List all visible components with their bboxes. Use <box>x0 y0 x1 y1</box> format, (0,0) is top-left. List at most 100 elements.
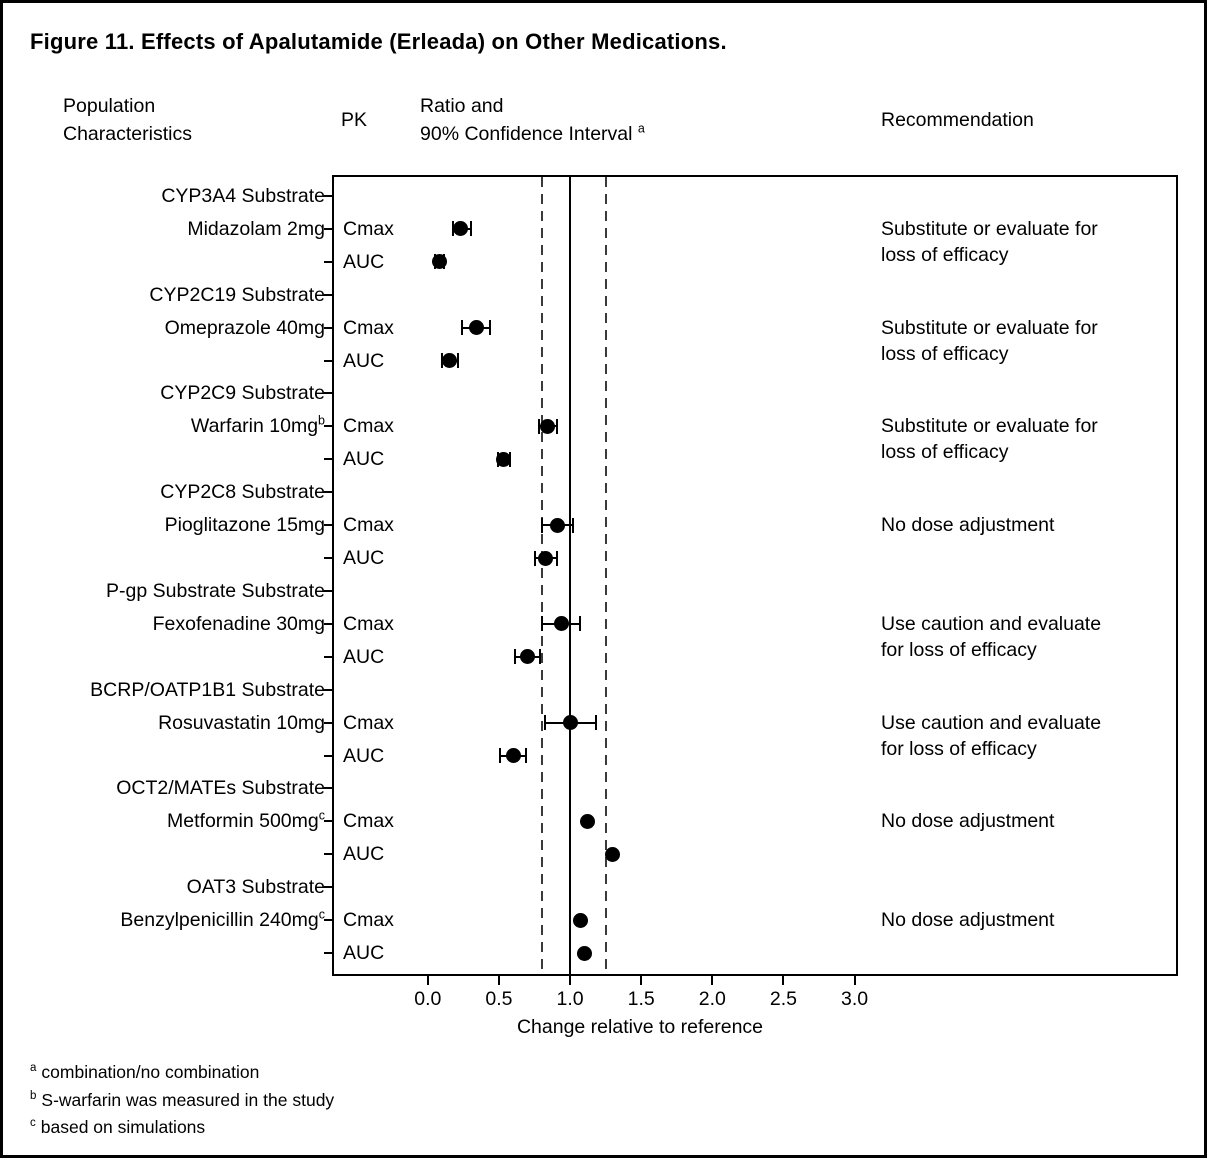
footnote-c-text: based on simulations <box>40 1117 206 1137</box>
pk-label: AUC <box>343 843 385 866</box>
category-row-label: OAT3 Substrate <box>186 876 325 899</box>
pk-label: AUC <box>343 349 385 372</box>
x-axis-tick-label: 2.5 <box>769 988 797 1010</box>
confidence-interval-cap-low <box>533 550 536 566</box>
footnote-marker-b: b <box>318 413 325 428</box>
figure-title: Figure 11. Effects of Apalutamide (Erlea… <box>30 29 727 54</box>
y-axis-tick <box>324 557 332 560</box>
x-axis-title: Change relative to reference <box>516 1016 764 1038</box>
y-axis-tick <box>324 886 332 889</box>
recommendation-text: Use caution and evaluate for loss of eff… <box>881 711 1102 760</box>
footnotes: a combination/no combination b S-warfarin … <box>30 1059 334 1142</box>
y-axis-tick <box>324 919 332 922</box>
footnote-a: a combination/no combination <box>30 1059 334 1087</box>
drug-row-label: Warfarin 10mgb <box>190 413 325 438</box>
data-point <box>441 353 457 369</box>
pk-label: Cmax <box>343 711 394 734</box>
pk-label: Cmax <box>343 909 394 932</box>
category-row-label: CYP2C9 Substrate <box>160 382 325 405</box>
confidence-interval-cap-high <box>489 320 492 336</box>
footnote-a-text: combination/no combination <box>41 1062 260 1082</box>
pk-label: AUC <box>343 942 385 964</box>
y-axis-tick <box>324 952 332 954</box>
data-point <box>495 451 511 467</box>
recommendation-text: No dose adjustment <box>881 810 1055 833</box>
reference-line-dashed <box>604 177 607 974</box>
drug-row-label: Omeprazole 40mg <box>164 316 325 339</box>
x-axis-tick <box>853 976 856 985</box>
footnote-a-marker: a <box>30 1062 37 1075</box>
column-header-population: Population Characteristics <box>63 93 192 148</box>
category-row-label: CYP2C8 Substrate <box>160 481 325 504</box>
pk-label: Cmax <box>343 810 394 833</box>
confidence-interval-cap-high <box>579 616 582 632</box>
data-point <box>539 418 555 434</box>
y-axis-tick <box>324 820 332 823</box>
pk-label: Cmax <box>343 316 394 339</box>
drug-row-label: Midazolam 2mg <box>187 217 325 240</box>
y-axis-tick <box>324 359 332 362</box>
data-point <box>538 550 554 566</box>
column-header-ratio-line2: 90% Confidence Interval a <box>420 121 645 145</box>
plot-area: Cmax Substitute or evaluate for loss of e… <box>332 175 1178 976</box>
footnote-c: c based on simulations <box>30 1114 334 1142</box>
x-axis-tick <box>640 976 643 985</box>
category-row-label: BCRP/OATP1B1 Substrate <box>90 678 325 701</box>
x-axis-tick <box>711 976 714 985</box>
x-axis-tick-label: 2.0 <box>698 988 726 1010</box>
y-axis-tick <box>324 853 332 856</box>
data-point <box>453 221 469 237</box>
column-header-ratio-line1: Ratio and <box>420 95 504 117</box>
x-axis-tick <box>426 976 429 985</box>
x-axis-tick-label: 0.0 <box>414 988 442 1010</box>
category-row-label: P-gp Substrate Substrate <box>106 579 325 602</box>
column-header-population-line2: Characteristics <box>63 122 192 145</box>
y-axis-tick <box>324 392 332 395</box>
confidence-interval-cap-high <box>539 649 542 665</box>
footnote-c-marker: c <box>30 1117 36 1130</box>
y-axis-tick <box>324 293 332 296</box>
drug-row-label: Benzylpenicillin 240mgc <box>120 907 325 932</box>
footnote-marker-a: a <box>637 121 645 135</box>
reference-line-solid <box>569 177 572 974</box>
y-axis-tick <box>324 260 332 263</box>
data-point <box>468 320 484 336</box>
confidence-interval-cap-low <box>461 320 463 336</box>
x-axis-tick-label: 0.5 <box>485 988 513 1010</box>
confidence-interval-cap-low <box>540 517 543 533</box>
pk-label: AUC <box>343 547 385 570</box>
y-axis-tick <box>324 787 332 790</box>
y-axis-tick <box>324 195 332 197</box>
data-point <box>431 254 447 270</box>
footnote-marker-c: c <box>318 907 325 922</box>
confidence-interval-cap-high <box>525 748 527 764</box>
confidence-interval-cap-high <box>571 517 574 533</box>
pk-label: AUC <box>343 645 385 668</box>
drug-row-label: Fexofenadine 30mg <box>152 612 325 635</box>
footnote-b-text: S-warfarin was measured in the study <box>41 1089 335 1110</box>
data-point <box>572 912 588 928</box>
x-axis-tick <box>569 976 572 985</box>
y-axis-tick <box>324 688 332 691</box>
pk-label: Cmax <box>343 514 394 537</box>
y-axis-tick <box>324 326 332 329</box>
y-axis-tick <box>324 754 332 757</box>
x-axis-tick-label: 1.5 <box>627 988 655 1010</box>
confidence-interval-cap-high <box>469 221 472 237</box>
recommendation-text: No dose adjustment <box>881 514 1055 537</box>
data-point <box>579 813 595 829</box>
confidence-interval-cap-high <box>456 353 459 369</box>
data-point <box>549 517 565 533</box>
pk-label: AUC <box>343 448 385 471</box>
confidence-interval-cap-high <box>556 418 559 434</box>
recommendation-text: Substitute or evaluate for loss of effic… <box>881 316 1098 365</box>
confidence-interval-cap-high <box>556 550 559 566</box>
column-header-pk: PK <box>341 109 368 131</box>
recommendation-text: Substitute or evaluate for loss of effic… <box>881 217 1098 266</box>
column-header-recommendation: Recommendation <box>881 109 1034 131</box>
footnote-b: b S-warfarin was measured in the study <box>30 1087 334 1115</box>
drug-row-label: Pioglitazone 15mg <box>164 514 325 537</box>
data-point <box>576 945 592 961</box>
x-axis-tick <box>497 976 500 985</box>
